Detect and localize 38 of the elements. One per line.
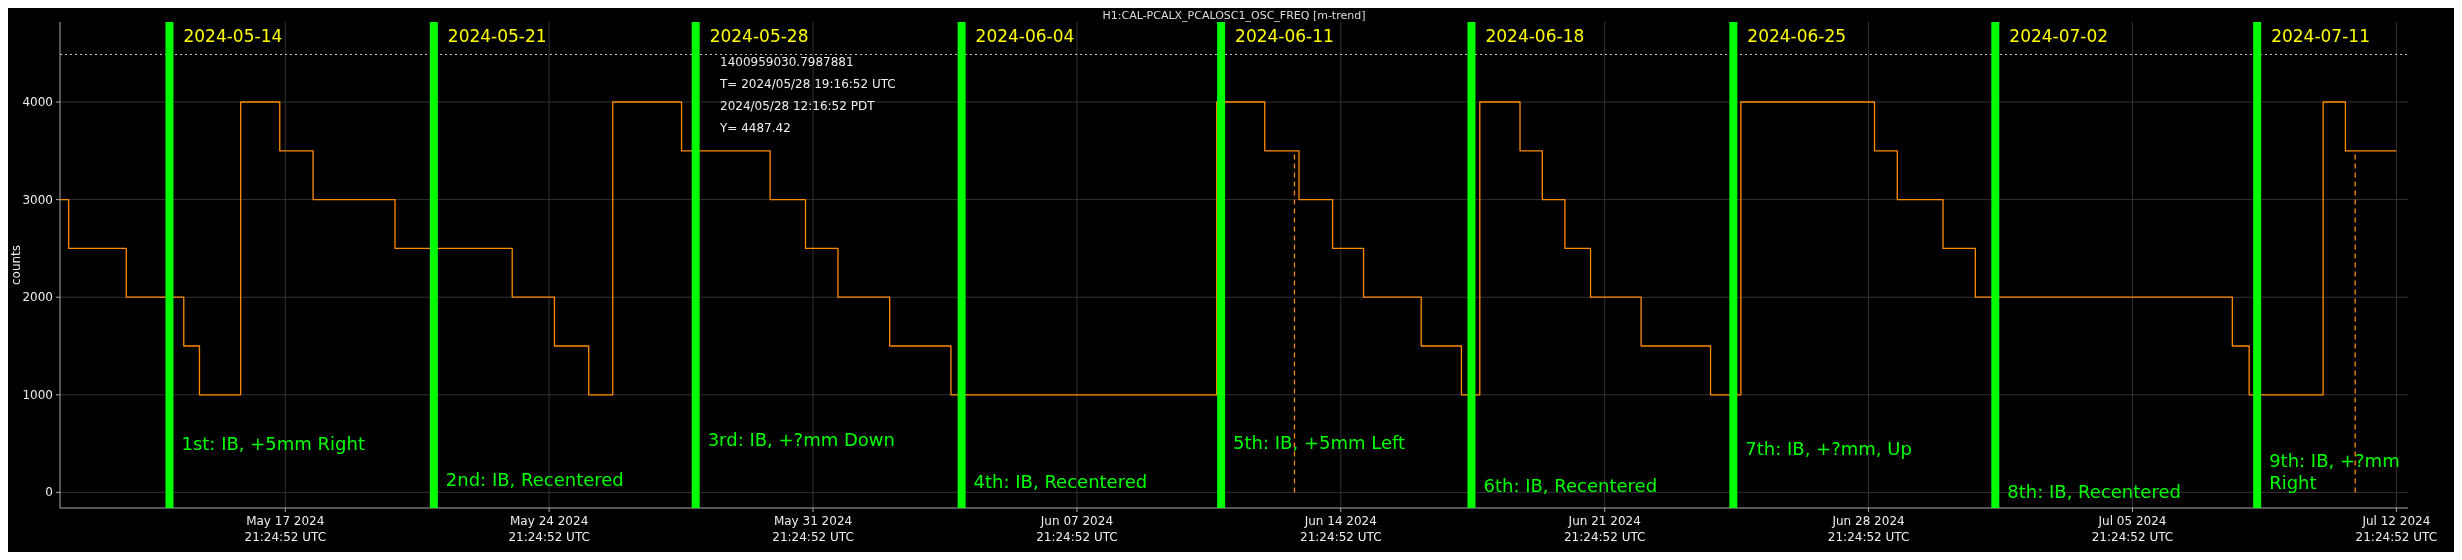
x-tick-label: Jun 28 2024 21:24:52 UTC — [1827, 514, 1910, 544]
x-tick-label: Jun 14 2024 21:24:52 UTC — [1300, 514, 1382, 544]
x-tick-label: May 17 2024 21:24:52 UTC — [244, 514, 327, 544]
annotation: 2024/05/28 12:16:52 PDT — [720, 99, 876, 113]
annotation: 8th: IB, Recentered — [2007, 481, 2181, 503]
ref-line-label: 2024-05-28 — [709, 26, 809, 46]
ref-line-label: 2024-06-18 — [1485, 26, 1585, 46]
y-tick-label: 3000 — [22, 192, 53, 207]
ref-line-label: 2024-07-11 — [2271, 26, 2370, 46]
annotation: Y= 4487.42 — [719, 121, 791, 135]
annotation: 1st: IB, +5mm Right — [181, 432, 365, 454]
ref-line-label: 2024-05-21 — [447, 26, 547, 46]
annotation: 6th: IB, Recentered — [1483, 474, 1658, 496]
annotation: 1400959030.7987881 — [720, 55, 854, 69]
ref-line-label: 2024-06-04 — [975, 26, 1075, 46]
annotation: 5th: IB, +5mm Left — [1233, 431, 1406, 453]
x-tick-label: Jun 07 2024 21:24:52 UTC — [1036, 514, 1118, 544]
y-tick-label: 1000 — [22, 387, 53, 402]
annotation: 9th: IB, +?mm Right — [2269, 450, 2400, 494]
y-tick-label: 2000 — [22, 290, 53, 305]
annotation: T= 2024/05/28 19:16:52 UTC — [719, 77, 896, 91]
y-axis-title: counts — [9, 244, 23, 286]
y-tick-label: 4000 — [22, 95, 53, 110]
y-tick-label: 0 — [45, 485, 53, 500]
annotation: 2nd: IB, Recentered — [445, 468, 624, 490]
x-tick-label: May 24 2024 21:24:52 UTC — [508, 514, 590, 544]
annotation: 7th: IB, +?mm, Up — [1745, 438, 1912, 460]
ref-line-label: 2024-07-02 — [2009, 26, 2109, 46]
annotation: 4th: IB, Recentered — [973, 470, 1148, 492]
x-tick-label: Jun 21 2024 21:24:52 UTC — [1563, 514, 1646, 544]
ref-line-label: 2024-06-11 — [1235, 26, 1334, 46]
x-tick-label: May 31 2024 21:24:52 UTC — [772, 514, 854, 544]
ref-line-label: 2024-05-14 — [183, 26, 283, 46]
annotation: 3rd: IB, +?mm Down — [707, 428, 895, 450]
x-tick-label: Jul 05 2024 21:24:52 UTC — [2091, 514, 2174, 544]
x-tick-label: Jul 12 2024 21:24:52 UTC — [2355, 514, 2438, 544]
chart-title: H1:CAL-PCALX_PCALOSC1_OSC_FREQ [m-trend] — [1102, 9, 1366, 22]
ref-line-label: 2024-06-25 — [1747, 26, 1847, 46]
